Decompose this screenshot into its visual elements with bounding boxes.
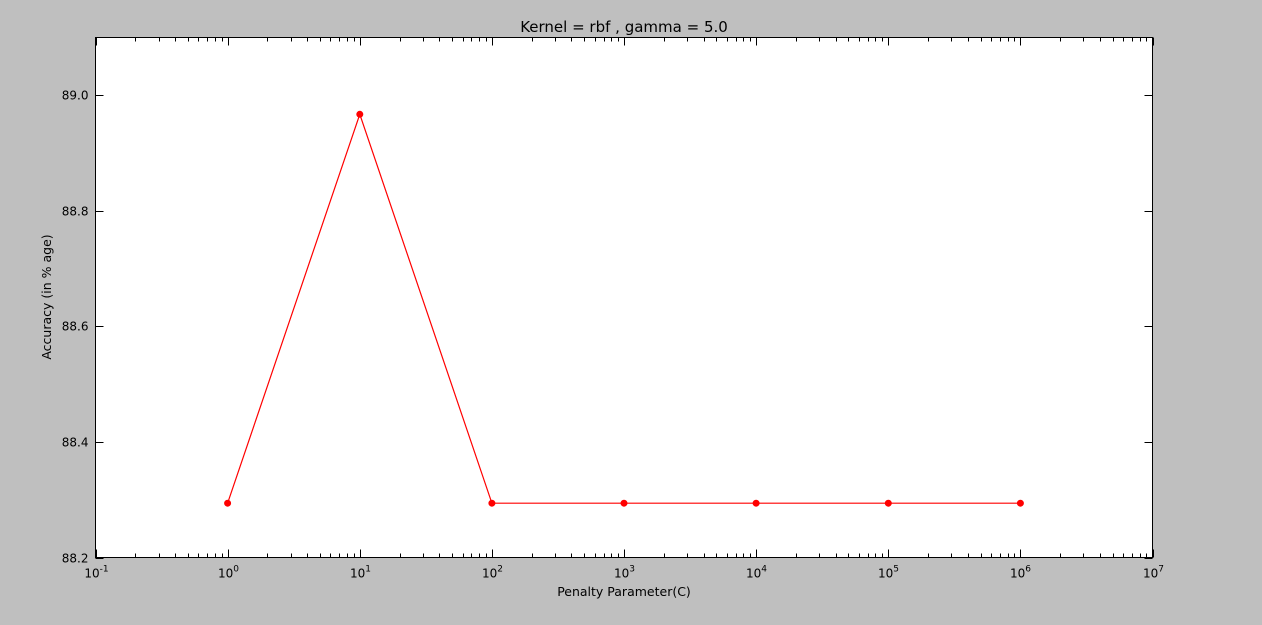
data-point: [224, 499, 232, 507]
data-point: [356, 110, 364, 118]
data-point: [488, 499, 496, 507]
x-tick-base: 10: [482, 567, 497, 581]
data-point: [884, 499, 892, 507]
x-tick-exponent: 4: [761, 565, 767, 575]
data-point: [752, 499, 760, 507]
x-tick-exponent: 1: [365, 565, 371, 575]
x-tick-label: 102: [482, 565, 503, 581]
y-axis-label: Accuracy (in % age): [39, 234, 54, 359]
plot-area: [95, 37, 1153, 558]
x-tick-label: 101: [350, 565, 371, 581]
x-tick-label: 105: [878, 565, 899, 581]
x-tick-label: 106: [1010, 565, 1031, 581]
chart-title: Kernel = rbf , gamma = 5.0: [520, 18, 728, 36]
x-tick-exponent: 7: [1158, 565, 1164, 575]
x-tick-exponent: 3: [629, 565, 635, 575]
y-tick-label: 88.4: [62, 436, 89, 450]
x-tick-base: 10: [1143, 567, 1158, 581]
y-tick-label: 88.8: [62, 205, 89, 219]
x-tick-exponent: -1: [100, 565, 109, 575]
x-axis-label: Penalty Parameter(C): [557, 584, 691, 599]
x-tick-base: 10: [218, 567, 233, 581]
x-tick-exponent: 0: [233, 565, 239, 575]
x-tick-base: 10: [1010, 567, 1025, 581]
x-tick-label: 103: [614, 565, 635, 581]
axis-ticks: 10-1 100 101 102 103 104 105 106 10788.288.488.6…: [62, 37, 1164, 581]
plot-frame: [95, 37, 1153, 558]
y-tick-label: 88.6: [62, 320, 89, 334]
x-tick-exponent: 2: [497, 565, 503, 575]
x-tick-base: 10: [746, 567, 761, 581]
x-tick-label: 10-1: [84, 565, 108, 581]
series-layer: [224, 110, 1024, 507]
x-tick-base: 10: [84, 567, 99, 581]
x-tick-exponent: 5: [893, 565, 899, 575]
data-point: [620, 499, 628, 507]
x-tick-base: 10: [350, 567, 365, 581]
y-tick-label: 88.2: [62, 552, 89, 566]
x-tick-base: 10: [878, 567, 893, 581]
x-tick-label: 104: [746, 565, 767, 581]
y-tick-label: 89.0: [62, 89, 89, 103]
x-tick-label: 100: [218, 565, 239, 581]
x-tick-base: 10: [614, 567, 629, 581]
x-tick-label: 107: [1143, 565, 1164, 581]
data-point: [1016, 499, 1024, 507]
x-tick-exponent: 6: [1025, 565, 1031, 575]
